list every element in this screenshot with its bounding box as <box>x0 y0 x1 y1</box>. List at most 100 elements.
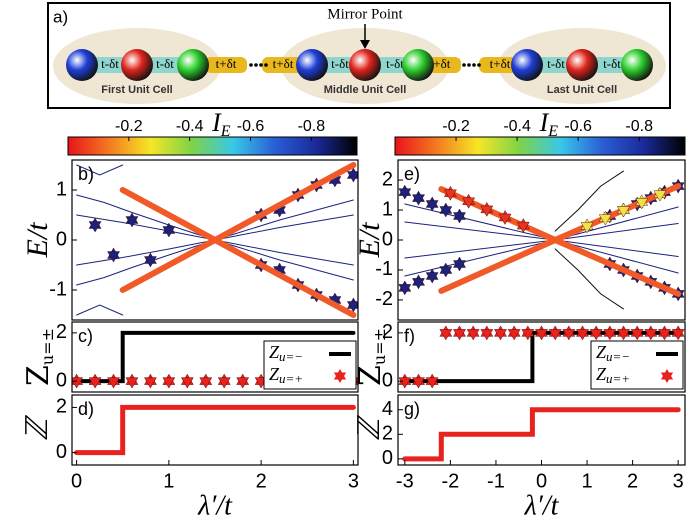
y-tick-label: 0 <box>56 369 67 391</box>
y-tick-label: -2 <box>375 288 393 310</box>
plot-area <box>77 407 354 452</box>
bond-label: t-δt <box>101 56 119 71</box>
star-marker <box>200 374 212 388</box>
site-sphere <box>66 49 98 81</box>
y-tick-label: 4 <box>382 398 393 420</box>
y-tick-label: 1 <box>382 198 393 220</box>
data-line <box>77 407 354 452</box>
star-marker <box>412 191 424 205</box>
site-sphere <box>621 49 653 81</box>
star-marker <box>144 253 156 267</box>
colorbar-tick-label: -0.8 <box>625 118 653 135</box>
star-marker <box>412 374 424 388</box>
star-marker <box>440 326 452 340</box>
star-marker <box>453 209 465 223</box>
colorbar-tick-label: -0.2 <box>115 118 143 135</box>
y-tick-label: 0 <box>56 228 67 250</box>
star-marker <box>108 374 120 388</box>
y-tick-label: 2 <box>382 168 393 190</box>
colorbar-label: IE <box>211 108 231 140</box>
plot-panel: 020123d)ℤλ′/t <box>21 395 359 521</box>
star-marker <box>672 326 684 340</box>
plot-area <box>405 410 678 459</box>
data-line <box>405 224 678 259</box>
panel-label: b) <box>78 164 94 184</box>
site-sphere <box>566 49 598 81</box>
star-marker <box>426 374 438 388</box>
star-marker <box>590 326 602 340</box>
ellipsis-dot <box>259 63 263 67</box>
bond-label: t+δt <box>216 56 237 71</box>
colorbar-gradient <box>68 137 357 155</box>
data-line <box>123 165 354 290</box>
bond-label: t-δt <box>547 56 565 71</box>
bond-label: t-δt <box>603 56 621 71</box>
x-tick-label: -2 <box>441 470 459 492</box>
mirror-label: Mirror Point <box>327 6 403 22</box>
x-axis-label: λ′/t <box>197 490 233 521</box>
y-tick-label: 2 <box>56 396 67 418</box>
site-sphere <box>511 49 543 81</box>
star-marker <box>426 197 438 211</box>
y-axis-label: Zu=± <box>21 328 57 386</box>
star-marker <box>481 326 493 340</box>
y-axis-label-main: E/t <box>21 222 54 259</box>
ellipsis-dot <box>249 63 253 67</box>
star-marker <box>237 374 249 388</box>
legend-label-sub: u=− <box>279 349 303 364</box>
y-tick-label: 0 <box>382 447 393 469</box>
panel-label: d) <box>78 399 94 419</box>
star-marker <box>426 269 438 283</box>
x-tick-label: 1 <box>581 470 592 492</box>
star-marker <box>576 326 588 340</box>
chain-diagram: First Unit CellMiddle Unit CellLast Unit… <box>48 3 670 108</box>
y-axis-label-main: Z <box>21 365 56 386</box>
site-sphere <box>177 49 209 81</box>
plot-panel: -2-1012e)E/t <box>353 160 685 320</box>
y-axis-label-main: E/t <box>353 222 386 259</box>
star-marker <box>163 374 175 388</box>
cell-label: Last Unit Cell <box>547 84 617 96</box>
y-axis-label-main: Z <box>353 365 388 386</box>
star-marker <box>89 218 101 232</box>
ellipsis-dot <box>467 63 471 67</box>
star-marker <box>467 326 479 340</box>
data-line <box>123 190 354 315</box>
y-tick-label: 0 <box>56 441 67 463</box>
star-marker <box>218 374 230 388</box>
y-axis-label: ℤ <box>21 414 54 441</box>
star-marker <box>181 374 193 388</box>
site-sphere <box>402 49 434 81</box>
bond-label: t-δt <box>386 56 404 71</box>
colorbar-tick-label: -0.4 <box>503 118 531 135</box>
panel-label: f) <box>404 326 415 346</box>
x-tick-label: -3 <box>396 470 414 492</box>
colorbar-tick-label: -0.6 <box>237 118 265 135</box>
y-axis-label: E/t <box>21 222 54 259</box>
bond-label: t-δt <box>156 56 174 71</box>
ellipsis-dot <box>254 63 258 67</box>
cell-label: First Unit Cell <box>101 84 173 96</box>
ellipsis-dot <box>462 63 466 67</box>
x-tick-label: 3 <box>673 470 684 492</box>
bond-label: t-δt <box>331 56 349 71</box>
panel-label: g) <box>404 399 420 419</box>
star-marker <box>163 223 175 237</box>
plot-area <box>77 165 360 315</box>
ellipsis-dot <box>477 63 481 67</box>
data-line <box>405 410 678 459</box>
legend: Zu=−Zu=+ <box>264 341 356 389</box>
y-axis-label: E/t <box>353 222 386 259</box>
panel-label: e) <box>404 164 420 184</box>
colorbar-gradient <box>395 137 685 155</box>
colorbar-label-sub: E <box>220 123 231 140</box>
star-marker <box>453 326 465 340</box>
y-axis-label-sub: u=± <box>38 328 57 365</box>
x-tick-label: 3 <box>348 470 359 492</box>
x-tick-label: 2 <box>627 470 638 492</box>
star-marker <box>535 326 547 340</box>
figure: First Unit CellMiddle Unit CellLast Unit… <box>0 0 689 523</box>
